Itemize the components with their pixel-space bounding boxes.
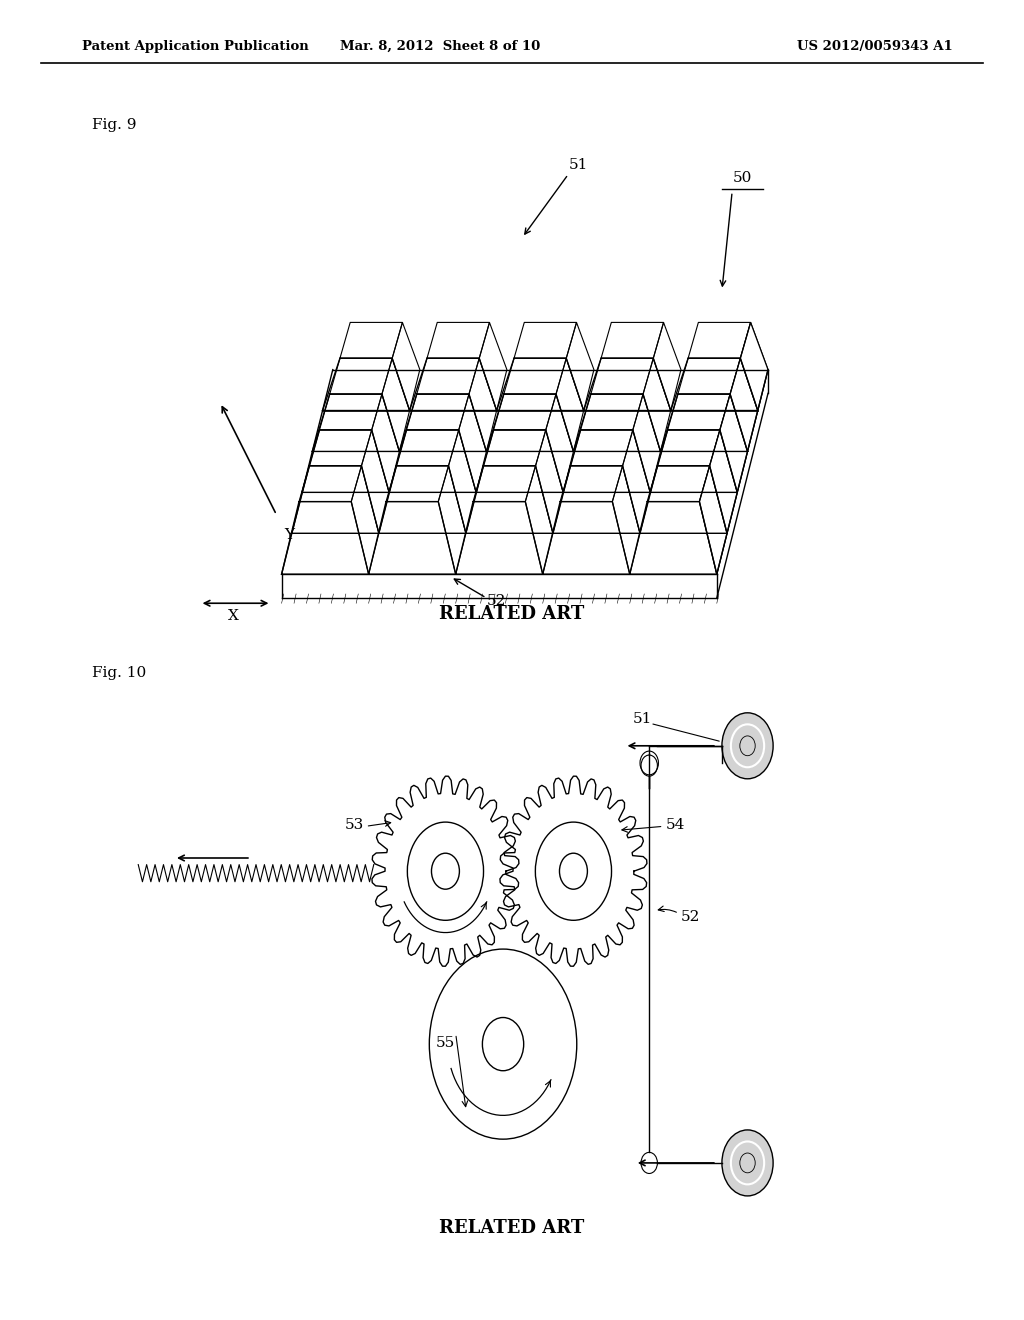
Text: Patent Application Publication: Patent Application Publication (82, 40, 308, 53)
Polygon shape (720, 395, 748, 492)
Polygon shape (612, 466, 640, 574)
Polygon shape (479, 322, 507, 411)
Polygon shape (720, 395, 748, 492)
Polygon shape (710, 430, 737, 533)
Text: 50: 50 (733, 172, 752, 185)
Polygon shape (438, 466, 466, 574)
Text: 53: 53 (344, 818, 364, 832)
Polygon shape (449, 430, 476, 533)
Polygon shape (556, 358, 584, 451)
Text: 51: 51 (569, 158, 588, 172)
Polygon shape (351, 466, 379, 574)
Polygon shape (623, 430, 650, 533)
Polygon shape (730, 358, 758, 451)
Text: RELATED ART: RELATED ART (439, 605, 585, 623)
Text: Fig. 9: Fig. 9 (92, 119, 136, 132)
Text: Mar. 8, 2012  Sheet 8 of 10: Mar. 8, 2012 Sheet 8 of 10 (340, 40, 541, 53)
Polygon shape (546, 395, 573, 492)
Polygon shape (653, 322, 681, 411)
Polygon shape (536, 430, 563, 533)
Polygon shape (459, 395, 486, 492)
Polygon shape (392, 322, 420, 411)
Text: 52: 52 (681, 911, 700, 924)
Circle shape (722, 713, 773, 779)
Polygon shape (525, 466, 553, 574)
Polygon shape (382, 358, 410, 451)
Text: 55: 55 (436, 1036, 455, 1049)
Text: 51: 51 (633, 713, 652, 726)
Polygon shape (710, 430, 737, 533)
Polygon shape (643, 358, 671, 451)
Text: 52: 52 (487, 594, 506, 607)
Polygon shape (372, 395, 399, 492)
Polygon shape (469, 358, 497, 451)
Polygon shape (699, 466, 727, 574)
Text: Fig. 10: Fig. 10 (92, 667, 146, 680)
Polygon shape (699, 466, 727, 574)
Polygon shape (740, 322, 768, 411)
Polygon shape (566, 322, 594, 411)
Polygon shape (633, 395, 660, 492)
Text: Y: Y (284, 528, 294, 541)
Text: 54: 54 (666, 818, 685, 832)
Polygon shape (740, 322, 768, 411)
Polygon shape (361, 430, 389, 533)
Text: US 2012/0059343 A1: US 2012/0059343 A1 (797, 40, 952, 53)
Polygon shape (730, 358, 758, 451)
Text: RELATED ART: RELATED ART (439, 1218, 585, 1237)
Text: X: X (228, 610, 239, 623)
Circle shape (722, 1130, 773, 1196)
